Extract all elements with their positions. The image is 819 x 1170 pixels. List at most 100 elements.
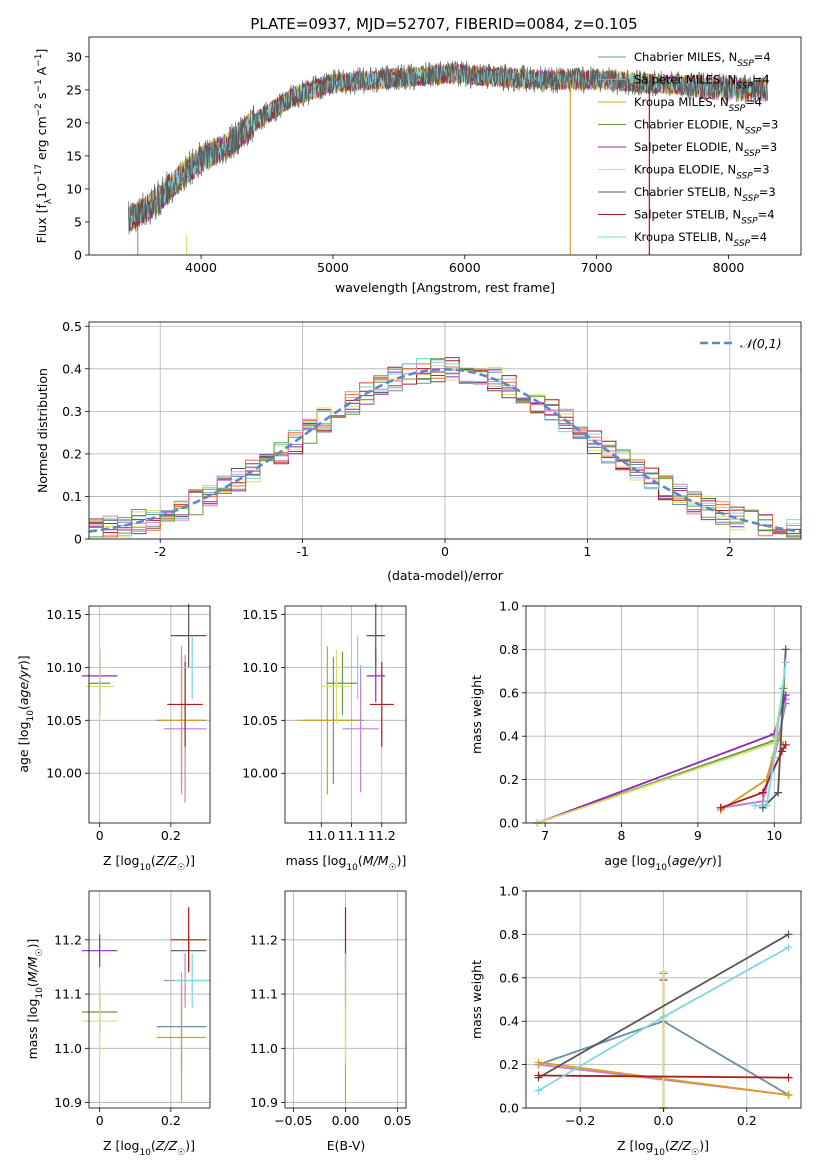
spectrum-xtick-label: 6000 bbox=[449, 260, 481, 275]
residual-hist-ytick-label: 0.1 bbox=[62, 489, 82, 504]
residual-hist-xtick-label: -2 bbox=[154, 544, 166, 559]
mass-vs-z-background bbox=[89, 891, 210, 1108]
weight-vs-age-xtick-label: 8 bbox=[618, 828, 626, 843]
legend-entry: Kroupa STELIB, NSSP=4 bbox=[634, 230, 767, 249]
weight-vs-age-point bbox=[781, 645, 790, 654]
weight-vs-z-xtick-label: 0.0 bbox=[654, 1113, 674, 1128]
mass-vs-ebv-xtick-label: −0.05 bbox=[274, 1113, 312, 1128]
legend-entry: Salpeter STELIB, NSSP=4 bbox=[634, 208, 775, 227]
age-vs-mass-background bbox=[285, 606, 406, 823]
mass-vs-z-ytick-label: 11.2 bbox=[54, 932, 82, 947]
residual-hist-ytick-label: 0.5 bbox=[62, 319, 82, 334]
mass-vs-z-xlabel: Z [log10(Z/Z☉)] bbox=[103, 1138, 195, 1158]
weight-vs-age-ytick-label: 0.6 bbox=[499, 685, 519, 700]
weight-vs-age-point bbox=[770, 753, 779, 762]
spectrum-xtick-label: 5000 bbox=[317, 260, 349, 275]
weight-vs-z-series-line bbox=[538, 1074, 789, 1079]
age-vs-z-ylabel: age [log10(age/yr)] bbox=[16, 655, 36, 772]
residual-hist-xtick-label: -1 bbox=[296, 544, 308, 559]
weight-vs-z-point bbox=[784, 1090, 793, 1099]
weight-vs-age-point bbox=[777, 747, 786, 756]
mass-vs-ebv-ytick-label: 11.0 bbox=[250, 1041, 278, 1056]
weight-vs-age-background bbox=[526, 606, 801, 823]
weight-vs-age-point bbox=[716, 803, 725, 812]
figure-title: PLATE=0937, MJD=52707, FIBERID=0084, z=0… bbox=[250, 15, 637, 33]
age-vs-z-ytick-label: 10.10 bbox=[46, 660, 82, 675]
residual-hist-xtick-label: 0 bbox=[441, 544, 449, 559]
age-vs-z-xtick-label: 0 bbox=[96, 828, 104, 843]
mass-vs-z-ytick-label: 10.9 bbox=[54, 1095, 82, 1110]
weight-vs-age-point bbox=[781, 658, 790, 667]
residual-hist-xtick-label: 1 bbox=[583, 544, 591, 559]
weight-vs-age-point bbox=[774, 788, 783, 797]
weight-vs-z-ytick-label: 0.2 bbox=[499, 1057, 519, 1072]
weight-vs-z-ytick-label: 1.0 bbox=[499, 884, 519, 899]
legend-entry: Chabrier ELODIE, NSSP=3 bbox=[634, 118, 778, 137]
age-vs-z-frame bbox=[88, 605, 211, 824]
weight-vs-age-point bbox=[758, 788, 767, 797]
mass-vs-ebv-ytick-label: 11.1 bbox=[250, 987, 278, 1002]
age-vs-mass-ytick-label: 10.10 bbox=[242, 660, 278, 675]
weight-vs-z-xtick-label: 0.2 bbox=[737, 1113, 757, 1128]
legend-entry: Salpeter ELODIE, NSSP=3 bbox=[634, 140, 777, 159]
normal-curve bbox=[88, 367, 802, 533]
mass-vs-ebv-xlabel: E(B-V) bbox=[327, 1138, 366, 1153]
text-layer: 4000 5000 6000 7000 8000051015202530waveleng… bbox=[16, 49, 782, 1158]
legend-entry: Chabrier STELIB, NSSP=3 bbox=[634, 185, 776, 204]
legend-entry: Salpeter MILES, NSSP=4 bbox=[634, 73, 770, 92]
residual-hist-ytick-label: 0 bbox=[74, 532, 82, 547]
weight-vs-z-xtick-label: −0.2 bbox=[565, 1113, 595, 1128]
weight-vs-z-frame bbox=[525, 890, 802, 1109]
weight-vs-z-ylabel: mass weight bbox=[469, 960, 484, 1039]
weight-vs-age-xlabel: age [log10(age/yr)] bbox=[604, 853, 721, 873]
weight-vs-age-xtick-label: 9 bbox=[694, 828, 702, 843]
weight-vs-z-xlabel: Z [log10(Z/Z☉)] bbox=[617, 1138, 709, 1158]
weight-vs-age-xtick-label: 7 bbox=[541, 828, 549, 843]
legend-entry: Kroupa ELODIE, NSSP=3 bbox=[634, 163, 770, 182]
age-vs-mass-frame bbox=[284, 605, 407, 824]
residual-hist-ytick-label: 0.4 bbox=[62, 361, 82, 376]
residual-hist-ytick-label: 0.2 bbox=[62, 446, 82, 461]
mass-vs-z-xtick-label: 0 bbox=[96, 1113, 104, 1128]
weight-vs-z-point bbox=[659, 967, 668, 976]
age-vs-z-ytick-label: 10.05 bbox=[46, 713, 82, 728]
age-vs-z-ytick-label: 10.15 bbox=[46, 607, 82, 622]
spectrum-xtick-label: 4000 bbox=[185, 260, 217, 275]
spectrum-ytick-label: 25 bbox=[66, 82, 82, 97]
weight-vs-age-frame bbox=[525, 605, 802, 824]
weight-vs-z-point bbox=[534, 1086, 543, 1095]
weight-vs-age-ytick-label: 0.2 bbox=[499, 772, 519, 787]
residual-hist-xlabel: (data-model)/error bbox=[387, 568, 504, 583]
age-vs-mass-xtick-label: 11.0 bbox=[307, 828, 335, 843]
weight-vs-z-point bbox=[659, 1012, 668, 1021]
mass-vs-z-ytick-label: 11.0 bbox=[54, 1041, 82, 1056]
mass-vs-ebv-ytick-label: 10.9 bbox=[250, 1095, 278, 1110]
age-vs-mass-ytick-label: 10.00 bbox=[242, 766, 278, 781]
weight-vs-z-point bbox=[784, 1073, 793, 1082]
spectrum-ylabel: Flux [fλ10−17 erg cm−2 s−1 A−1] bbox=[34, 49, 54, 244]
spectrum-line-chabrier-stelib bbox=[128, 60, 769, 235]
weight-vs-z-ytick-label: 0.8 bbox=[499, 927, 519, 942]
mass-vs-z-ytick-label: 11.1 bbox=[54, 987, 82, 1002]
spectrum-ytick-label: 20 bbox=[66, 115, 82, 130]
spectrum-xtick-label: 8000 bbox=[713, 260, 745, 275]
weight-vs-age-point bbox=[762, 801, 771, 810]
residual-hist-xtick-label: 2 bbox=[726, 544, 734, 559]
normal-legend-label: 𝒩(0,1) bbox=[740, 336, 782, 351]
weight-vs-age-point bbox=[751, 801, 760, 810]
mass-vs-z-ylabel: mass [log10(M/M☉)] bbox=[25, 939, 45, 1060]
legend-entry: Kroupa MILES, NSSP=4 bbox=[634, 95, 762, 114]
mass-vs-ebv-ytick-label: 11.2 bbox=[250, 932, 278, 947]
age-vs-mass-xlabel: mass [log10(M/M☉)] bbox=[286, 853, 407, 873]
weight-vs-z-ytick-label: 0.0 bbox=[499, 1101, 519, 1116]
data-layer bbox=[81, 60, 802, 1112]
residual-hist-ylabel: Normed distribution bbox=[35, 368, 50, 493]
age-vs-z-background bbox=[89, 606, 210, 823]
spectrum-ytick-label: 0 bbox=[74, 248, 82, 263]
spectrum-xlabel: wavelength [Angstrom, rest frame] bbox=[335, 280, 555, 295]
weight-vs-z-series-line bbox=[538, 933, 789, 1079]
mass-vs-ebv-xtick-label: 0.05 bbox=[384, 1113, 412, 1128]
spectrum-ytick-label: 15 bbox=[66, 148, 82, 163]
weight-vs-z-point bbox=[784, 943, 793, 952]
spectrum-ytick-label: 30 bbox=[66, 49, 82, 64]
